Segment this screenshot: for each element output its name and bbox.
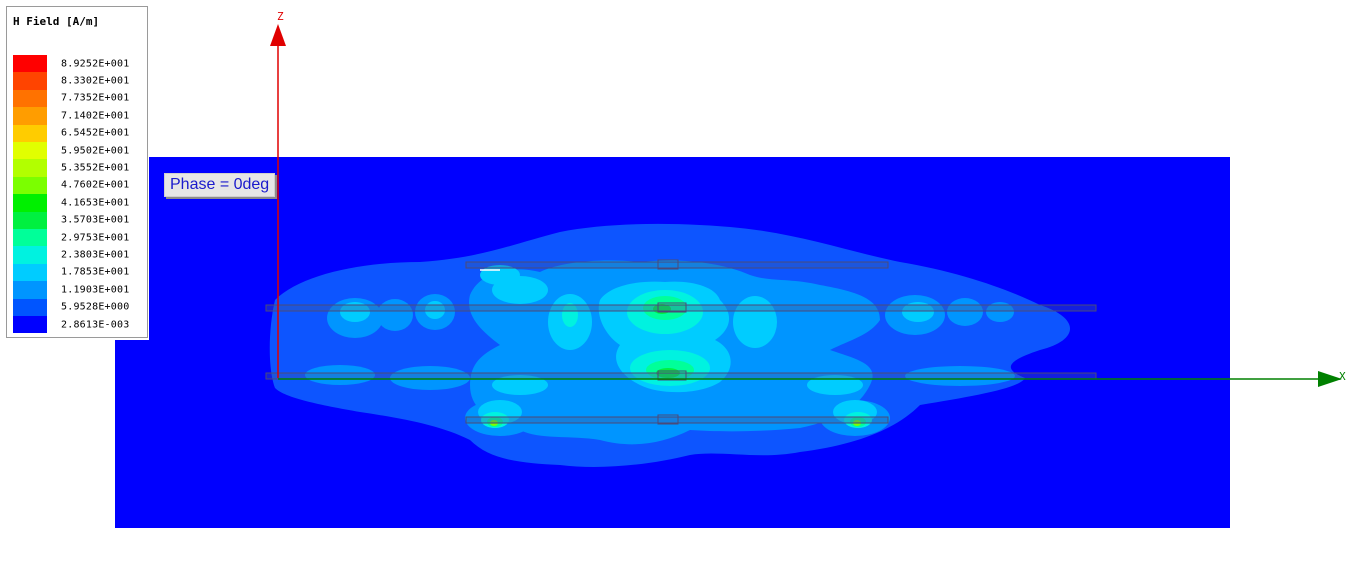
legend-entry: 7.1402E+001 <box>13 107 143 125</box>
field-contour-level3 <box>902 302 934 322</box>
legend-entry: 6.5452E+001 <box>13 124 143 142</box>
z-axis-arrow <box>270 24 286 46</box>
field-contour-level2 <box>377 299 413 331</box>
legend-entry: 4.1653E+001 <box>13 194 143 212</box>
legend-value: 2.3803E+001 <box>61 249 130 261</box>
legend-entry: 8.9252E+001 <box>13 55 143 73</box>
legend-value: 3.5703E+001 <box>61 214 130 226</box>
legend-swatch <box>13 55 47 73</box>
legend-value: 5.3552E+001 <box>61 162 130 174</box>
legend-entry: 2.9753E+001 <box>13 229 143 247</box>
feed-port-bottom <box>657 414 679 425</box>
legend-entry: 5.9502E+001 <box>13 142 143 160</box>
phase-label: Phase = 0deg <box>164 173 276 197</box>
legend-value: 6.5452E+001 <box>61 127 130 139</box>
field-contour-level3 <box>340 302 370 322</box>
field-contour-level2 <box>390 366 470 390</box>
legend-value: 2.9753E+001 <box>61 232 130 244</box>
legend-entry: 2.8613E-003 <box>13 316 143 334</box>
legend-entry: 4.7602E+001 <box>13 176 143 195</box>
legend-entry: 5.9528E+000 <box>13 298 143 316</box>
legend-value: 5.9528E+000 <box>61 301 130 313</box>
legend-value: 7.7352E+001 <box>61 92 130 104</box>
conductor-strip-bottom <box>465 416 889 424</box>
legend-swatch <box>13 72 47 90</box>
legend-swatch <box>13 107 47 125</box>
legend-value: 8.9252E+001 <box>61 58 130 70</box>
field-contour-level3 <box>733 296 777 348</box>
legend-value: 7.1402E+001 <box>61 110 130 122</box>
conductor-strip-top <box>465 261 889 269</box>
legend-swatch <box>13 229 47 247</box>
legend-swatch <box>13 281 47 299</box>
conductor-strip-upper <box>265 304 1097 312</box>
color-legend: H Field [A/m] 8.9252E+001 8.3302E+001 7.73… <box>6 6 148 338</box>
coordinate-axes: Z X <box>270 10 1346 387</box>
legend-value: 1.7853E+001 <box>61 266 130 278</box>
legend-entry: 5.3552E+001 <box>13 159 143 177</box>
field-plot <box>115 157 1230 528</box>
legend-entry: 2.3803E+001 <box>13 246 143 264</box>
field-contour-level3 <box>807 375 863 395</box>
legend-swatch <box>13 142 47 160</box>
legend-value: 4.1653E+001 <box>61 197 130 209</box>
legend-swatch <box>13 298 47 316</box>
legend-swatch <box>13 89 47 108</box>
legend-swatch <box>13 159 47 177</box>
feed-port-lower <box>657 370 687 381</box>
field-contour-level2 <box>905 366 1015 386</box>
z-axis-label: Z <box>277 10 284 23</box>
legend-title: H Field [A/m] <box>13 15 100 28</box>
field-contour-level4 <box>562 303 578 327</box>
x-axis-label: X <box>1339 370 1346 383</box>
legend-entry: 3.5703E+001 <box>13 211 143 229</box>
field-contour-level2 <box>986 302 1014 322</box>
field-contour-level2 <box>305 365 375 385</box>
legend-value: 1.1903E+001 <box>61 284 130 296</box>
legend-swatch <box>13 246 47 264</box>
legend-value: 4.7602E+001 <box>61 179 130 191</box>
legend-entry: 8.3302E+001 <box>13 72 143 90</box>
conductor-strip-lower <box>265 372 1097 380</box>
feed-port-upper <box>657 302 687 313</box>
legend-swatch <box>13 211 47 229</box>
legend-entry: 1.7853E+001 <box>13 263 143 282</box>
legend-value: 5.9502E+001 <box>61 145 130 157</box>
legend-swatch <box>13 124 47 142</box>
legend-swatch <box>13 316 47 334</box>
feed-port-top <box>657 259 679 270</box>
legend-value: 2.8613E-003 <box>61 319 130 331</box>
legend-swatch <box>13 194 47 212</box>
legend-entry: 1.1903E+001 <box>13 281 143 299</box>
legend-swatch <box>13 263 47 282</box>
x-axis-arrow <box>1318 371 1342 387</box>
legend-entry: 7.7352E+001 <box>13 89 143 108</box>
legend-swatch <box>13 176 47 195</box>
field-contour-level2 <box>947 298 983 326</box>
field-contour-level3 <box>492 375 548 395</box>
legend-value: 8.3302E+001 <box>61 75 130 87</box>
